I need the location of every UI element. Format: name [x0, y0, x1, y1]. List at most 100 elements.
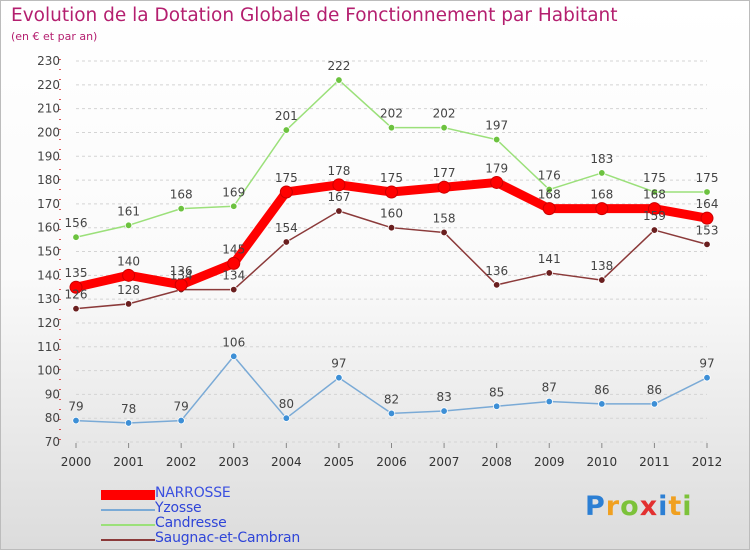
data-label: 79 [174, 400, 189, 414]
data-label: 176 [538, 169, 561, 183]
data-point [387, 223, 396, 232]
data-label: 83 [436, 390, 451, 404]
data-point [595, 202, 609, 216]
legend-label: Candresse [155, 515, 227, 531]
data-point [703, 188, 711, 196]
data-label: 87 [542, 381, 557, 395]
data-point [335, 76, 343, 84]
data-label: 175 [275, 171, 298, 185]
data-point [703, 374, 711, 382]
data-label: 134 [222, 269, 245, 283]
data-point [124, 221, 133, 230]
data-point [545, 397, 553, 406]
data-point [69, 280, 83, 294]
data-label: 177 [433, 166, 456, 180]
data-label: 222 [327, 59, 350, 73]
data-point [177, 204, 185, 213]
data-label: 158 [433, 211, 456, 225]
legend-swatch [101, 490, 155, 500]
y-tick-label: 130 [37, 292, 60, 306]
data-label: 97 [699, 357, 714, 371]
data-point [387, 123, 396, 132]
data-point [72, 233, 80, 241]
x-tick-label: 2003 [218, 455, 249, 469]
legend-label: Saugnac-et-Cambran [155, 530, 301, 546]
data-point [332, 178, 346, 192]
y-tick-label: 140 [37, 268, 60, 282]
data-label: 160 [380, 207, 403, 221]
data-point [279, 185, 293, 199]
data-point [227, 256, 241, 270]
data-label: 169 [222, 185, 245, 199]
y-tick-label: 120 [37, 316, 60, 330]
data-label: 201 [275, 109, 298, 123]
chart-title: Evolution de la Dotation Globale de Fonc… [11, 5, 618, 26]
x-tick-label: 2011 [639, 455, 670, 469]
data-label: 197 [485, 119, 508, 133]
data-point [230, 285, 238, 294]
data-point [124, 300, 133, 308]
data-point [174, 278, 188, 292]
x-tick-label: 2004 [271, 455, 302, 469]
data-label: 178 [327, 164, 350, 178]
data-label: 136 [170, 264, 193, 278]
data-point [650, 226, 659, 234]
data-point [440, 407, 448, 415]
y-tick-label: 150 [37, 245, 60, 259]
data-label: 175 [643, 171, 666, 185]
logo-letter: P [585, 491, 606, 522]
y-tick-label: 90 [45, 387, 60, 401]
x-tick-label: 2009 [534, 455, 565, 469]
data-label: 154 [275, 221, 298, 235]
data-label: 159 [643, 209, 666, 223]
data-point [335, 374, 343, 382]
data-point [440, 228, 448, 237]
data-label: 141 [538, 252, 561, 266]
data-label: 126 [65, 288, 88, 302]
data-point [703, 240, 711, 249]
data-point [650, 188, 659, 196]
data-point [335, 207, 343, 215]
x-tick-label: 2007 [429, 455, 460, 469]
x-tick-label: 2010 [587, 455, 618, 469]
data-point [598, 169, 606, 177]
logo-letter: i [658, 491, 669, 522]
data-point [72, 304, 80, 313]
data-label: 140 [117, 254, 140, 268]
logo-letter: t [668, 491, 683, 522]
data-label: 97 [331, 357, 346, 371]
data-point [492, 281, 501, 289]
data-point [440, 123, 448, 132]
data-label: 138 [590, 259, 613, 273]
data-label: 80 [279, 397, 294, 411]
legend-swatch [101, 539, 155, 541]
data-label: 128 [117, 283, 140, 297]
data-point [598, 400, 606, 408]
data-point [177, 416, 185, 425]
logo-letter: x [639, 491, 659, 522]
data-label: 167 [327, 190, 350, 204]
data-point [230, 202, 238, 210]
data-point [647, 202, 661, 216]
data-point [124, 419, 133, 427]
data-point [72, 416, 80, 425]
y-tick-label: 160 [37, 221, 60, 235]
legend-swatch [101, 509, 155, 511]
data-label: 135 [65, 266, 88, 280]
data-point [492, 402, 501, 410]
proxiti-logo: Proxiti [585, 491, 693, 522]
y-tick-label: 110 [37, 340, 60, 354]
data-label: 168 [643, 188, 666, 202]
y-tick-label: 220 [37, 78, 60, 92]
y-tick-label: 230 [37, 54, 60, 68]
data-label: 183 [590, 152, 613, 166]
data-label: 106 [222, 335, 245, 349]
x-tick-label: 2006 [376, 455, 407, 469]
data-label: 179 [485, 161, 508, 175]
y-tick-label: 170 [37, 197, 60, 211]
data-label: 79 [68, 400, 83, 414]
data-point [282, 238, 291, 246]
data-point [282, 414, 291, 422]
logo-letter: r [605, 491, 621, 522]
